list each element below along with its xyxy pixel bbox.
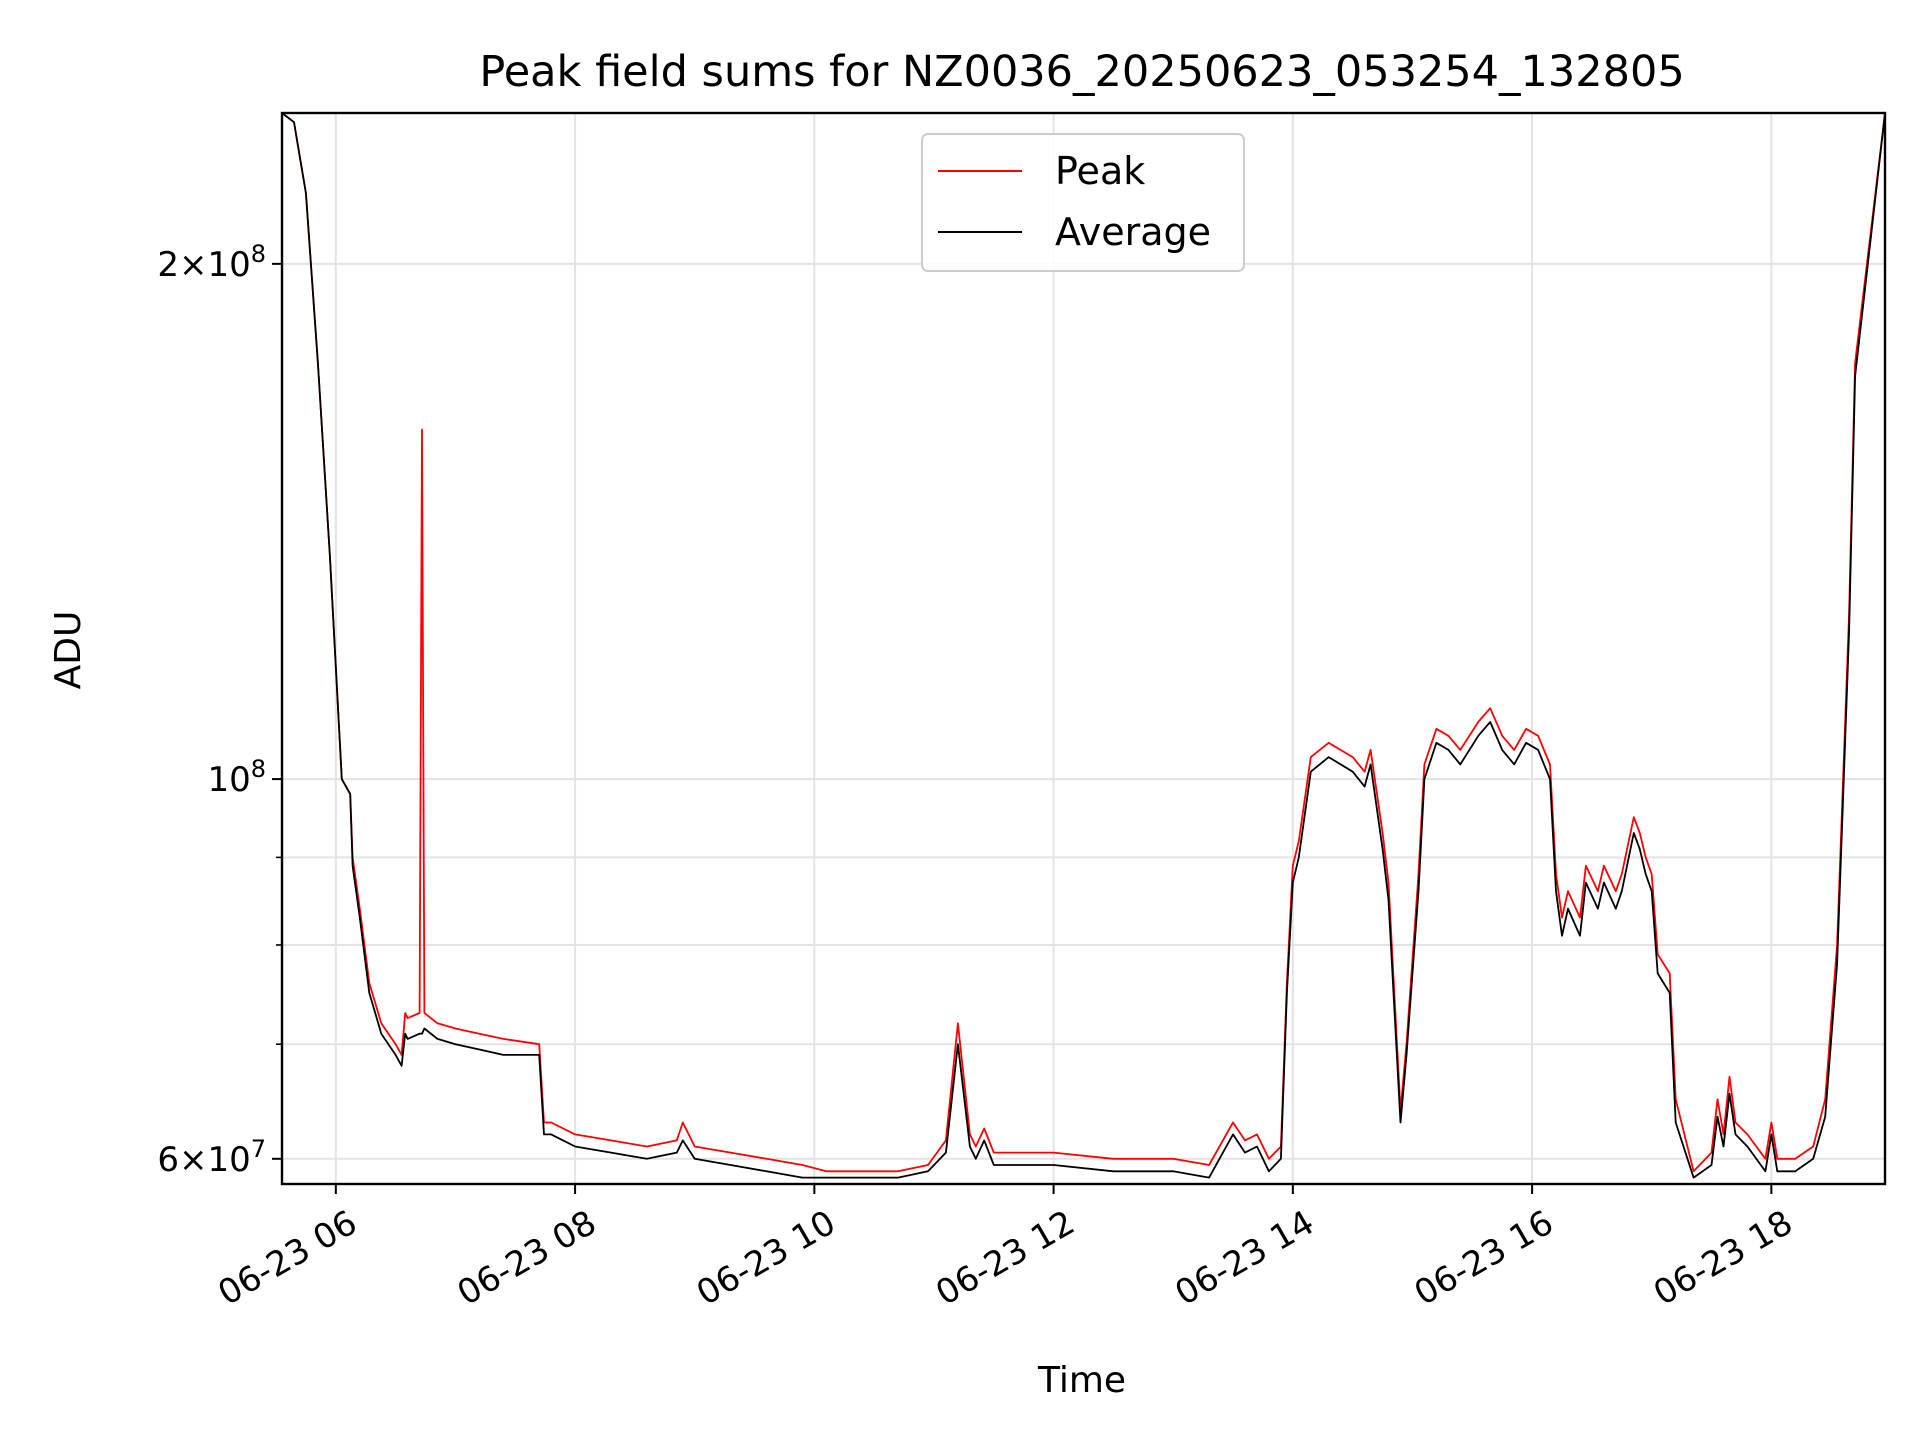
legend-label-average: Average xyxy=(1055,210,1211,254)
series-line-average xyxy=(282,113,1885,1179)
y-tick-label: 6×107 xyxy=(157,1135,266,1180)
series-layer xyxy=(282,113,1885,1179)
legend-box xyxy=(921,133,1245,272)
y-axis-label: ADU xyxy=(48,611,89,690)
plot-frame xyxy=(280,111,1887,1186)
y-tick-label: 108 xyxy=(207,755,266,800)
chart-title: Peak field sums for NZ0036_20250623_0532… xyxy=(479,47,1684,97)
legend: Peak Average xyxy=(921,133,1245,272)
grid xyxy=(282,113,1885,1184)
legend-label-peak: Peak xyxy=(1055,149,1145,193)
y-tick-label: 2×108 xyxy=(157,240,266,285)
x-axis-label: Time xyxy=(1037,1360,1126,1401)
y-axis-ticks: 6×107 108 2×108 xyxy=(157,240,282,1180)
